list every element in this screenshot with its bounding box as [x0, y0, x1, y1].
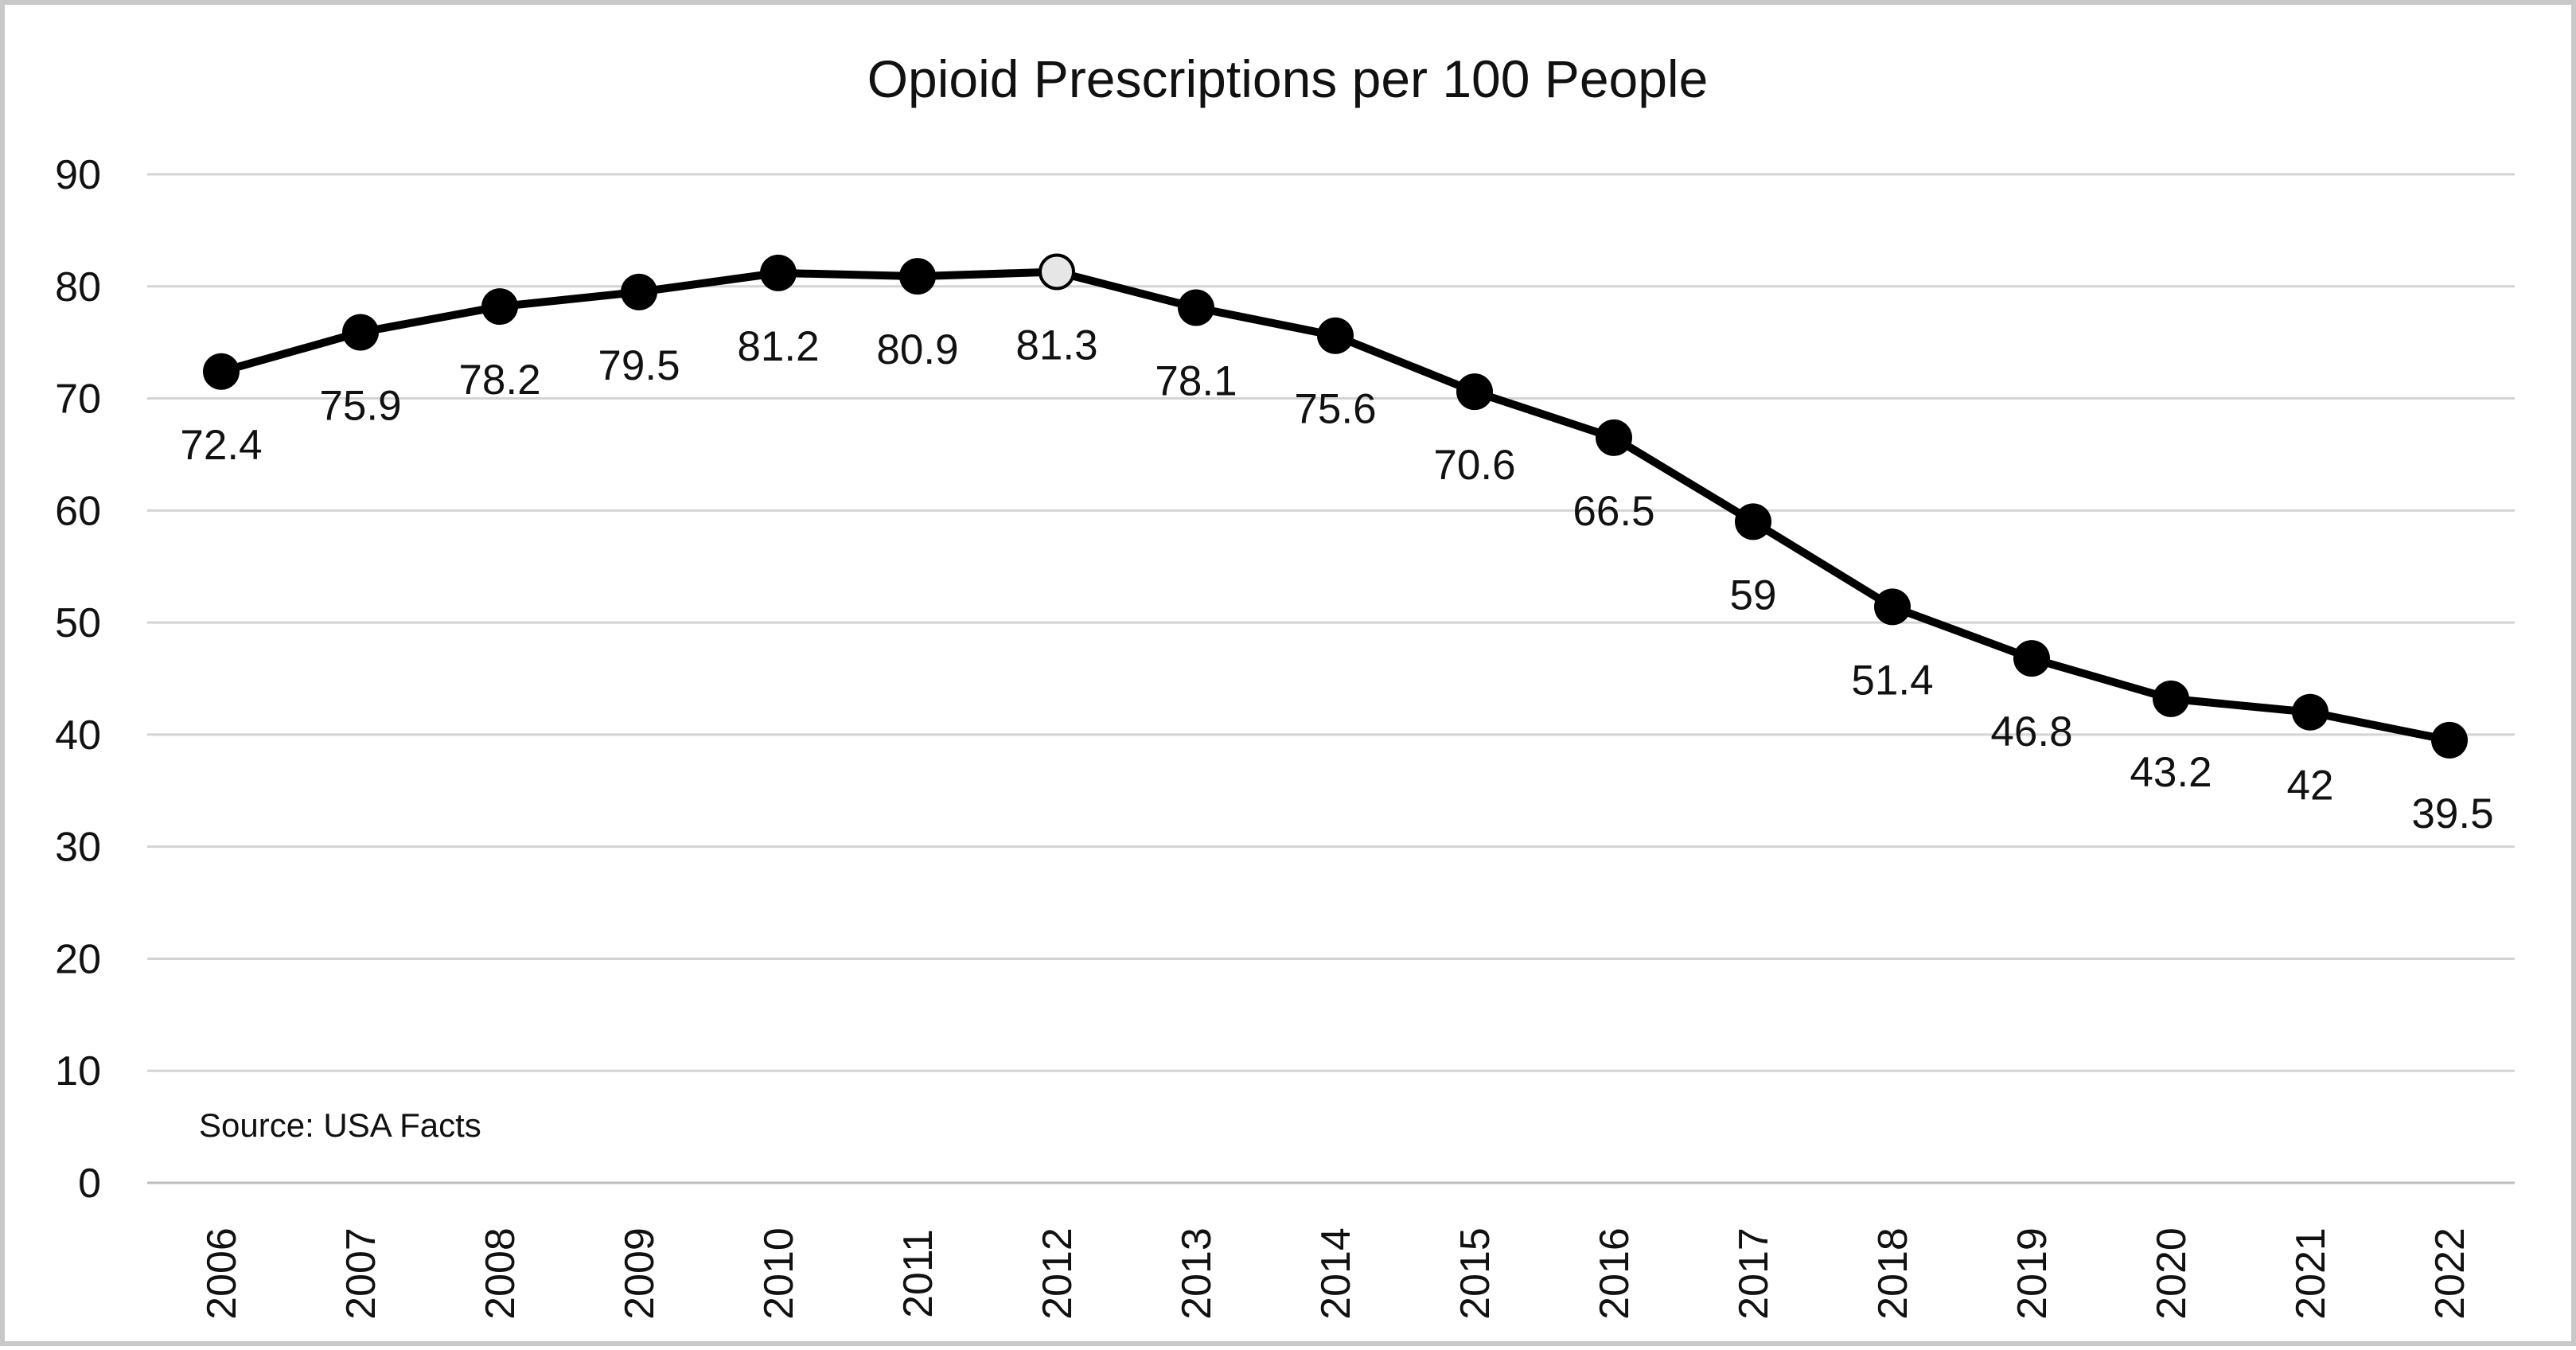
data-label: 81.3	[1015, 322, 1097, 369]
x-tick-label: 2009	[617, 1227, 663, 1320]
data-label: 80.9	[876, 326, 958, 373]
data-point	[2153, 680, 2189, 717]
x-tick-label: 2013	[1174, 1227, 1220, 1320]
data-point	[1596, 419, 1632, 456]
x-axis-ticks: 2006 2007 2008 2009 2010 2011 2012 2013 2014 2015…	[199, 1227, 2473, 1320]
data-label: 72.4	[180, 422, 262, 469]
y-tick-label: 20	[55, 936, 101, 982]
chart-title: Opioid Prescriptions per 100 People	[867, 49, 1709, 108]
data-label: 70.6	[1433, 442, 1515, 489]
x-tick-label: 2012	[1035, 1227, 1081, 1320]
data-label: 78.2	[458, 357, 540, 404]
y-tick-label: 0	[78, 1161, 101, 1207]
x-tick-label: 2015	[1452, 1227, 1498, 1320]
x-tick-label: 2014	[1313, 1227, 1359, 1320]
data-label: 46.8	[1990, 708, 2072, 755]
data-label: 78.1	[1155, 358, 1237, 405]
x-tick-label: 2008	[477, 1227, 524, 1320]
y-tick-label: 10	[55, 1048, 101, 1094]
x-tick-label: 2016	[1592, 1227, 1638, 1320]
y-tick-label: 70	[55, 377, 101, 423]
data-label: 42	[2287, 763, 2334, 810]
data-label: 59	[1730, 572, 1777, 618]
data-point	[481, 288, 518, 326]
data-point	[203, 353, 240, 390]
data-label: 81.2	[737, 323, 819, 370]
data-point	[342, 314, 379, 351]
y-tick-label: 60	[55, 488, 101, 534]
y-tick-label: 50	[55, 600, 101, 646]
data-label: 75.6	[1294, 386, 1376, 433]
x-tick-label: 2017	[1731, 1227, 1777, 1320]
data-point	[760, 254, 797, 291]
data-labels: 72.4 75.9 78.2 79.5 81.2 80.9 81.3 78.1 75.6 70.6…	[180, 322, 2493, 837]
y-tick-label: 30	[55, 825, 101, 871]
data-point	[2292, 693, 2329, 731]
data-point	[2431, 721, 2468, 759]
y-axis-ticks: 0 10 20 30 40 50 60 70 80 90	[55, 152, 101, 1207]
data-label: 79.5	[598, 342, 680, 389]
data-label: 51.4	[1851, 657, 1933, 704]
data-label: 43.2	[2130, 749, 2212, 796]
data-label: 39.5	[2411, 790, 2493, 837]
data-markers	[203, 253, 2468, 759]
data-point	[1874, 588, 1911, 626]
x-tick-label: 2020	[2149, 1227, 2195, 1320]
x-tick-label: 2010	[756, 1227, 802, 1320]
x-tick-label: 2022	[2427, 1227, 2473, 1320]
data-point	[899, 258, 936, 295]
data-point	[1039, 253, 1075, 291]
x-tick-label: 2019	[2009, 1227, 2056, 1320]
y-tick-label: 90	[55, 152, 101, 198]
x-tick-label: 2007	[338, 1227, 384, 1320]
x-tick-label: 2011	[895, 1229, 941, 1318]
x-tick-label: 2021	[2288, 1227, 2334, 1320]
data-label: 66.5	[1572, 488, 1654, 535]
source-annotation: Source: USA Facts	[199, 1106, 481, 1144]
data-point	[1317, 317, 1354, 354]
gridlines	[147, 173, 2515, 1184]
y-tick-label: 40	[55, 712, 101, 759]
data-point	[1735, 503, 1771, 540]
data-point	[621, 273, 657, 310]
data-point	[1456, 373, 1493, 411]
y-tick-label: 80	[55, 264, 101, 310]
data-label: 75.9	[319, 382, 401, 429]
data-point	[2013, 640, 2050, 677]
data-point	[1178, 289, 1214, 326]
x-tick-label: 2006	[199, 1227, 245, 1320]
x-tick-label: 2018	[1870, 1227, 1916, 1320]
